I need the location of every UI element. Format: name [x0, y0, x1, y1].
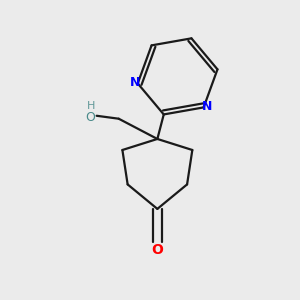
- Text: O: O: [152, 243, 163, 257]
- Text: N: N: [130, 76, 140, 89]
- Text: O: O: [85, 111, 95, 124]
- Text: N: N: [201, 100, 212, 113]
- Text: H: H: [86, 101, 95, 111]
